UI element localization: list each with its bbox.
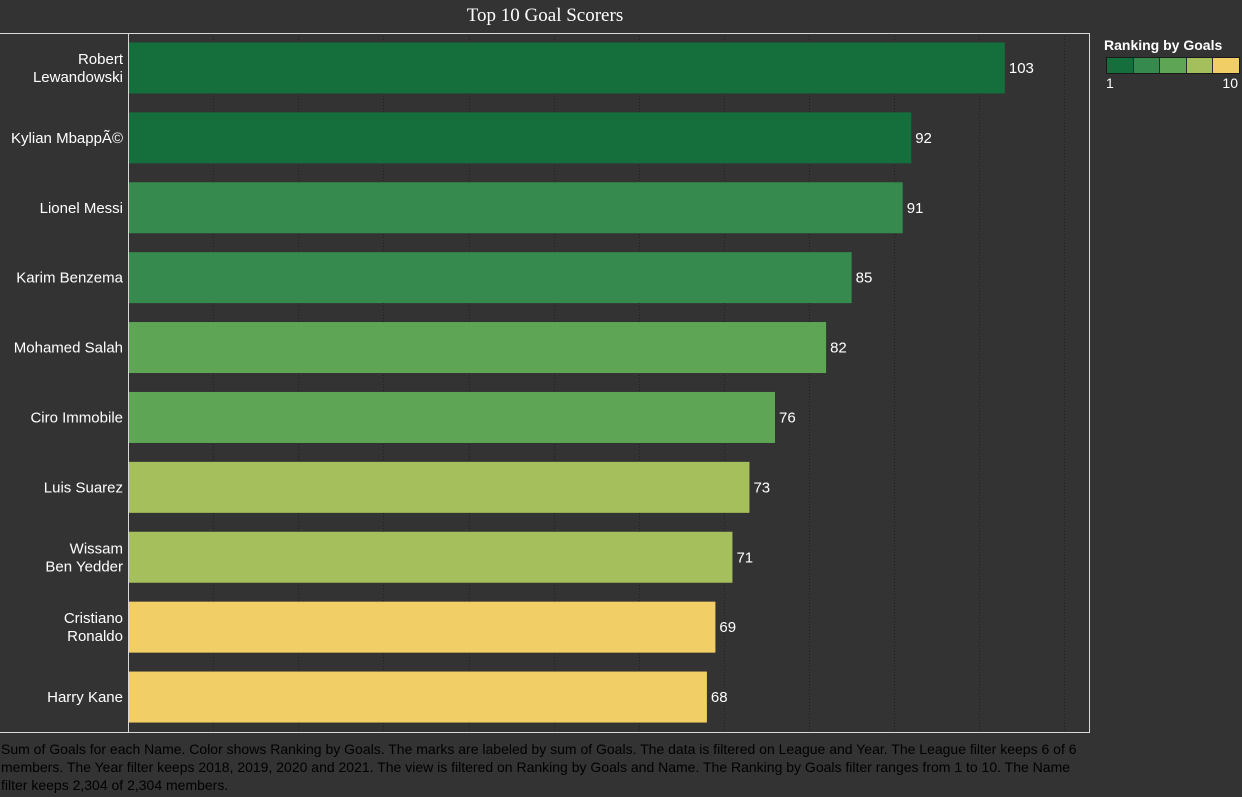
category-label: Lionel Messi [40, 200, 123, 217]
legend-color-ramp [1106, 57, 1240, 74]
category-label: Harry Kane [47, 689, 123, 706]
data-label: 73 [753, 479, 770, 496]
category-label-line: Cristiano [64, 610, 123, 627]
data-label: 82 [830, 340, 847, 357]
bar [129, 601, 716, 653]
legend-ramp-step [1213, 58, 1239, 73]
chart-title: Top 10 Goal Scorers [466, 5, 624, 26]
category-label-line: Harry Kane [47, 689, 123, 706]
category-label-line: Lewandowski [33, 69, 123, 86]
data-label: 103 [1009, 60, 1034, 77]
category-label-line: Ronaldo [67, 628, 123, 645]
bar [129, 391, 776, 443]
category-label: Ciro Immobile [30, 409, 123, 426]
category-label: Luis Suarez [44, 479, 123, 496]
data-label: 71 [736, 549, 753, 566]
legend-ramp-step [1107, 58, 1134, 73]
data-label: 68 [711, 689, 728, 706]
legend-min-label: 1 [1106, 75, 1114, 91]
data-label: 91 [907, 200, 924, 217]
bar [129, 112, 912, 164]
legend-title: Ranking by Goals [1104, 37, 1223, 53]
bar [129, 671, 707, 723]
data-label: 69 [719, 619, 736, 636]
category-label-line: Mohamed Salah [14, 340, 123, 357]
bars [129, 42, 1005, 723]
category-label-line: Luis Suarez [44, 479, 123, 496]
bar [129, 322, 827, 374]
plot-frame [0, 33, 1090, 733]
bar [129, 461, 750, 513]
labels: 103 Robert Lewandowski 92 Kylian MbappÃ© 91 Li… [11, 51, 1034, 706]
category-label-line: Karim Benzema [16, 270, 123, 287]
legend-ramp-step [1186, 58, 1214, 73]
legend-max-label: 10 [1222, 75, 1238, 91]
category-label: Robert Lewandowski [33, 51, 124, 86]
category-label-line: Wissam [70, 540, 123, 557]
category-label-line: Robert [78, 51, 124, 68]
data-label: 92 [915, 130, 932, 147]
category-label-line: Kylian MbappÃ© [11, 130, 123, 147]
category-label: Kylian MbappÃ© [11, 130, 123, 147]
bar-chart: 103 Robert Lewandowski 92 Kylian MbappÃ© 91 Li… [0, 33, 1090, 733]
category-label: Wissam Ben Yedder [45, 540, 123, 575]
legend-ramp-step [1133, 58, 1161, 73]
category-label-line: Lionel Messi [40, 200, 123, 217]
data-label: 76 [779, 409, 796, 426]
legend-ramp-step [1160, 58, 1187, 73]
chart-caption: Sum of Goals for each Name. Color shows … [1, 741, 1077, 793]
bar [129, 182, 903, 234]
category-label: Karim Benzema [16, 270, 123, 287]
bar [129, 252, 852, 304]
category-label: Mohamed Salah [14, 340, 123, 357]
plot-border [128, 33, 1090, 733]
bar [129, 42, 1005, 94]
bar [129, 531, 733, 583]
data-label: 85 [856, 270, 873, 287]
category-label-line: Ben Yedder [45, 558, 123, 575]
category-label-line: Ciro Immobile [30, 409, 123, 426]
category-label: Cristiano Ronaldo [64, 610, 123, 645]
